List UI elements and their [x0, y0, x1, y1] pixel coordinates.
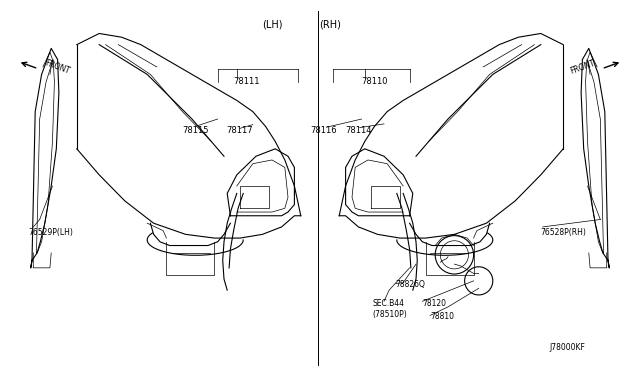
Text: 78810: 78810 — [430, 312, 454, 321]
Text: FRONT: FRONT — [569, 58, 596, 76]
Text: SEC.B44: SEC.B44 — [372, 299, 404, 308]
Text: 78116: 78116 — [310, 126, 337, 135]
Text: 78114: 78114 — [345, 126, 372, 135]
Text: 78110: 78110 — [362, 77, 388, 86]
Text: FRONT: FRONT — [44, 58, 71, 76]
Text: 78117: 78117 — [227, 126, 253, 135]
Text: (78510P): (78510P) — [372, 310, 407, 319]
Text: 78111: 78111 — [234, 77, 260, 86]
Text: 78115: 78115 — [182, 126, 209, 135]
Text: 76529P(LH): 76529P(LH) — [29, 228, 74, 237]
Text: J78000KF: J78000KF — [549, 343, 585, 352]
Text: 78120: 78120 — [422, 299, 447, 308]
Text: (LH): (LH) — [262, 19, 282, 29]
Text: 78826Q: 78826Q — [396, 280, 426, 289]
Text: (RH): (RH) — [319, 19, 340, 29]
Text: 76528P(RH): 76528P(RH) — [541, 228, 587, 237]
